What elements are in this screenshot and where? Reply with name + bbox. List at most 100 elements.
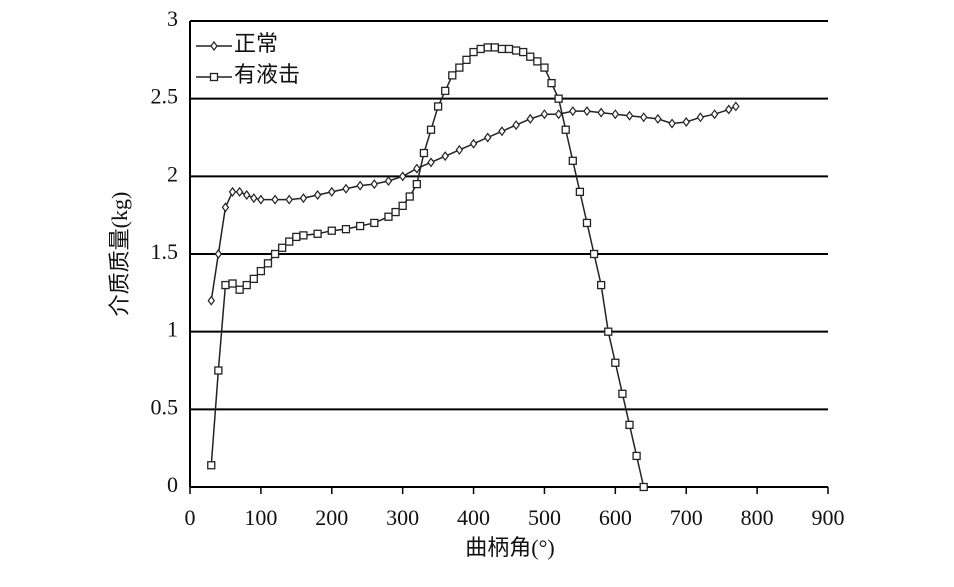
point (214, 366, 223, 375)
point (412, 179, 421, 189)
point (582, 218, 592, 228)
point (668, 118, 676, 129)
point (242, 280, 251, 290)
point (207, 461, 216, 470)
x-tick-label: 100 (244, 505, 277, 530)
point (209, 72, 219, 82)
x-tick-label: 0 (185, 505, 196, 530)
point (639, 482, 648, 492)
point (384, 175, 393, 186)
point (299, 231, 308, 240)
point (554, 109, 563, 120)
point (511, 46, 521, 55)
point (263, 259, 273, 268)
x-tick-label: 500 (528, 505, 561, 530)
y-tick-label: 2.5 (151, 84, 179, 109)
point (476, 44, 485, 54)
x-tick-label: 200 (315, 505, 348, 530)
x-tick-label: 800 (741, 505, 774, 530)
legend-label: 正常 (234, 31, 278, 56)
point (313, 189, 322, 200)
series-line (210, 46, 645, 488)
point (370, 218, 379, 228)
point (356, 180, 364, 191)
point (384, 212, 393, 221)
x-tick-label: 900 (812, 505, 845, 530)
point (512, 120, 520, 131)
point (504, 44, 514, 54)
point (355, 221, 365, 231)
point (568, 156, 577, 165)
point (526, 113, 535, 124)
y-tick-label: 0.5 (151, 394, 179, 419)
point (228, 279, 237, 288)
point (483, 132, 492, 143)
point (250, 193, 258, 204)
point (725, 104, 733, 115)
point (278, 243, 287, 252)
point (228, 186, 237, 197)
x-tick-label: 300 (386, 505, 419, 530)
point (441, 151, 449, 162)
point (341, 224, 351, 234)
point (696, 112, 705, 123)
point (710, 109, 719, 120)
point (618, 389, 627, 398)
point (299, 193, 308, 204)
point (639, 112, 648, 123)
point (214, 249, 223, 259)
point (285, 194, 293, 205)
point (257, 194, 265, 205)
point (441, 86, 450, 96)
point (547, 78, 556, 88)
x-axis-label: 曲柄角(°) (465, 535, 554, 560)
point (654, 113, 662, 124)
point (519, 47, 528, 57)
point (498, 126, 506, 137)
point (469, 47, 478, 57)
point (469, 138, 478, 149)
x-tick-label: 600 (599, 505, 632, 530)
point (455, 144, 464, 155)
point (611, 358, 620, 367)
point (462, 55, 471, 64)
point (597, 107, 605, 118)
legend-label: 有液击 (234, 62, 300, 87)
point (433, 102, 443, 111)
point (235, 186, 244, 197)
point (405, 192, 414, 201)
point (256, 266, 266, 276)
point (540, 109, 549, 120)
point (682, 116, 690, 127)
point (604, 327, 613, 336)
point (270, 249, 280, 259)
point (632, 451, 641, 461)
y-axis-label: 介质质量(kg) (107, 192, 132, 317)
point (235, 285, 244, 294)
point (398, 201, 407, 210)
y-tick-label: 0 (167, 472, 178, 497)
point (490, 43, 499, 52)
point (533, 57, 542, 66)
point (221, 280, 230, 290)
point (611, 109, 620, 120)
point (448, 71, 457, 80)
point (554, 94, 563, 103)
point (625, 110, 634, 121)
point (271, 194, 279, 205)
point (391, 207, 400, 217)
point (413, 163, 421, 174)
point (455, 63, 464, 72)
point (210, 41, 218, 51)
point (249, 274, 258, 284)
y-tick-label: 1 (167, 317, 178, 342)
point (597, 280, 606, 290)
point (497, 44, 507, 54)
point (328, 186, 336, 197)
point (575, 187, 585, 197)
point (207, 295, 216, 306)
x-tick-label: 400 (457, 505, 490, 530)
point (419, 148, 429, 158)
point (292, 232, 301, 242)
